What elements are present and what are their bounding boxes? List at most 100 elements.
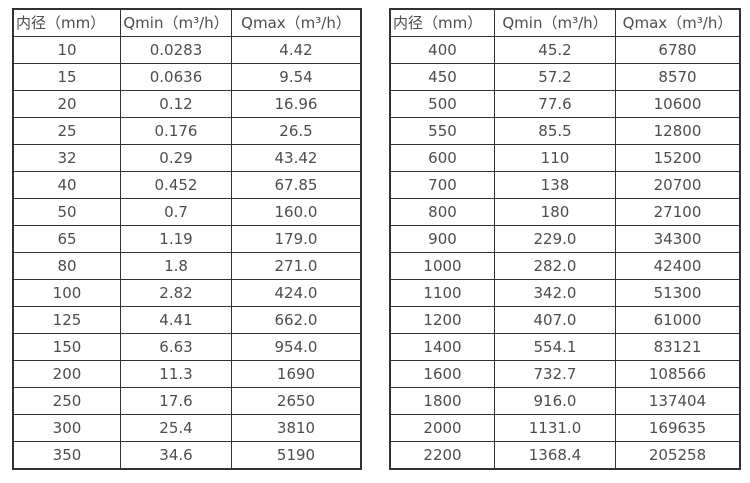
table-row: 150 6.63 954.0 [12,333,362,361]
table-cell: 100 [12,279,121,307]
table-cell: 1000 [389,252,495,280]
table-row: 400 45.2 6780 [389,36,741,64]
column-header: Qmax（m³/h） [615,8,741,37]
table-row: 125 4.41 662.0 [12,306,362,334]
column-header: Qmin（m³/h） [494,8,616,37]
table-cell: 0.0283 [120,36,232,64]
table-cell: 57.2 [494,63,616,91]
table-cell: 550 [389,117,495,145]
table-cell: 25 [12,117,121,145]
table-cell: 1690 [231,360,362,388]
table-row: 1600 732.7 108566 [389,360,741,388]
table-row: 2000 1131.0 169635 [389,414,741,442]
table-row: 1200 407.0 61000 [389,306,741,334]
table-cell: 40 [12,171,121,199]
table-cell: 6780 [615,36,741,64]
table-cell: 1131.0 [494,414,616,442]
header-row: 内径（mm） Qmin（m³/h） Qmax（m³/h） [12,8,362,37]
table-cell: 10 [12,36,121,64]
table-cell: 5190 [231,441,362,470]
table-row: 900 229.0 34300 [389,225,741,253]
table-row: 1100 342.0 51300 [389,279,741,307]
column-header: Qmin（m³/h） [120,8,232,37]
table-cell: 0.452 [120,171,232,199]
table-cell: 110 [494,144,616,172]
table-cell: 0.29 [120,144,232,172]
table-cell: 108566 [615,360,741,388]
table-cell: 662.0 [231,306,362,334]
table-cell: 4.42 [231,36,362,64]
table-row: 1800 916.0 137404 [389,387,741,415]
table-cell: 424.0 [231,279,362,307]
table-cell: 400 [389,36,495,64]
flow-rate-table-small-diameters: 内径（mm） Qmin（m³/h） Qmax（m³/h） 10 0.0283 4.42 15… [12,8,362,470]
table-cell: 200 [12,360,121,388]
table-cell: 10600 [615,90,741,118]
table-cell: 700 [389,171,495,199]
table-cell: 300 [12,414,121,442]
table-row: 2200 1368.4 205258 [389,441,741,470]
table-cell: 229.0 [494,225,616,253]
table-cell: 954.0 [231,333,362,361]
table-cell: 9.54 [231,63,362,91]
table-cell: 916.0 [494,387,616,415]
table-cell: 1800 [389,387,495,415]
table-cell: 2200 [389,441,495,470]
column-header: 内径（mm） [389,8,495,37]
table-cell: 125 [12,306,121,334]
table-cell: 11.3 [120,360,232,388]
table-cell: 138 [494,171,616,199]
table-cell: 450 [389,63,495,91]
table-cell: 27100 [615,198,741,226]
table-cell: 4.41 [120,306,232,334]
table-row: 10 0.0283 4.42 [12,36,362,64]
table-cell: 15 [12,63,121,91]
table-cell: 180 [494,198,616,226]
table-cell: 26.5 [231,117,362,145]
table-row: 550 85.5 12800 [389,117,741,145]
table-cell: 25.4 [120,414,232,442]
table-cell: 6.63 [120,333,232,361]
table-cell: 169635 [615,414,741,442]
table-cell: 0.7 [120,198,232,226]
table-cell: 34300 [615,225,741,253]
table-cell: 1368.4 [494,441,616,470]
table-cell: 1400 [389,333,495,361]
table-cell: 800 [389,198,495,226]
table-cell: 350 [12,441,121,470]
table-cell: 15200 [615,144,741,172]
table-row: 700 138 20700 [389,171,741,199]
table-row: 350 34.6 5190 [12,441,362,470]
table-cell: 83121 [615,333,741,361]
table-cell: 50 [12,198,121,226]
table-cell: 51300 [615,279,741,307]
table-cell: 900 [389,225,495,253]
table-cell: 282.0 [494,252,616,280]
table-cell: 0.176 [120,117,232,145]
table-cell: 8570 [615,63,741,91]
table-row: 1000 282.0 42400 [389,252,741,280]
table-cell: 80 [12,252,121,280]
table-cell: 42400 [615,252,741,280]
table-cell: 2.82 [120,279,232,307]
table-cell: 77.6 [494,90,616,118]
table-cell: 65 [12,225,121,253]
table-row: 40 0.452 67.85 [12,171,362,199]
table-row: 200 11.3 1690 [12,360,362,388]
table-cell: 20700 [615,171,741,199]
table-cell: 45.2 [494,36,616,64]
column-header: 内径（mm） [12,8,121,37]
table-row: 65 1.19 179.0 [12,225,362,253]
table-cell: 407.0 [494,306,616,334]
table-cell: 1.19 [120,225,232,253]
table-cell: 12800 [615,117,741,145]
table-cell: 2650 [231,387,362,415]
table-row: 800 180 27100 [389,198,741,226]
table-cell: 250 [12,387,121,415]
table-cell: 32 [12,144,121,172]
table-cell: 3810 [231,414,362,442]
table-cell: 20 [12,90,121,118]
table-row: 1400 554.1 83121 [389,333,741,361]
table-row: 50 0.7 160.0 [12,198,362,226]
